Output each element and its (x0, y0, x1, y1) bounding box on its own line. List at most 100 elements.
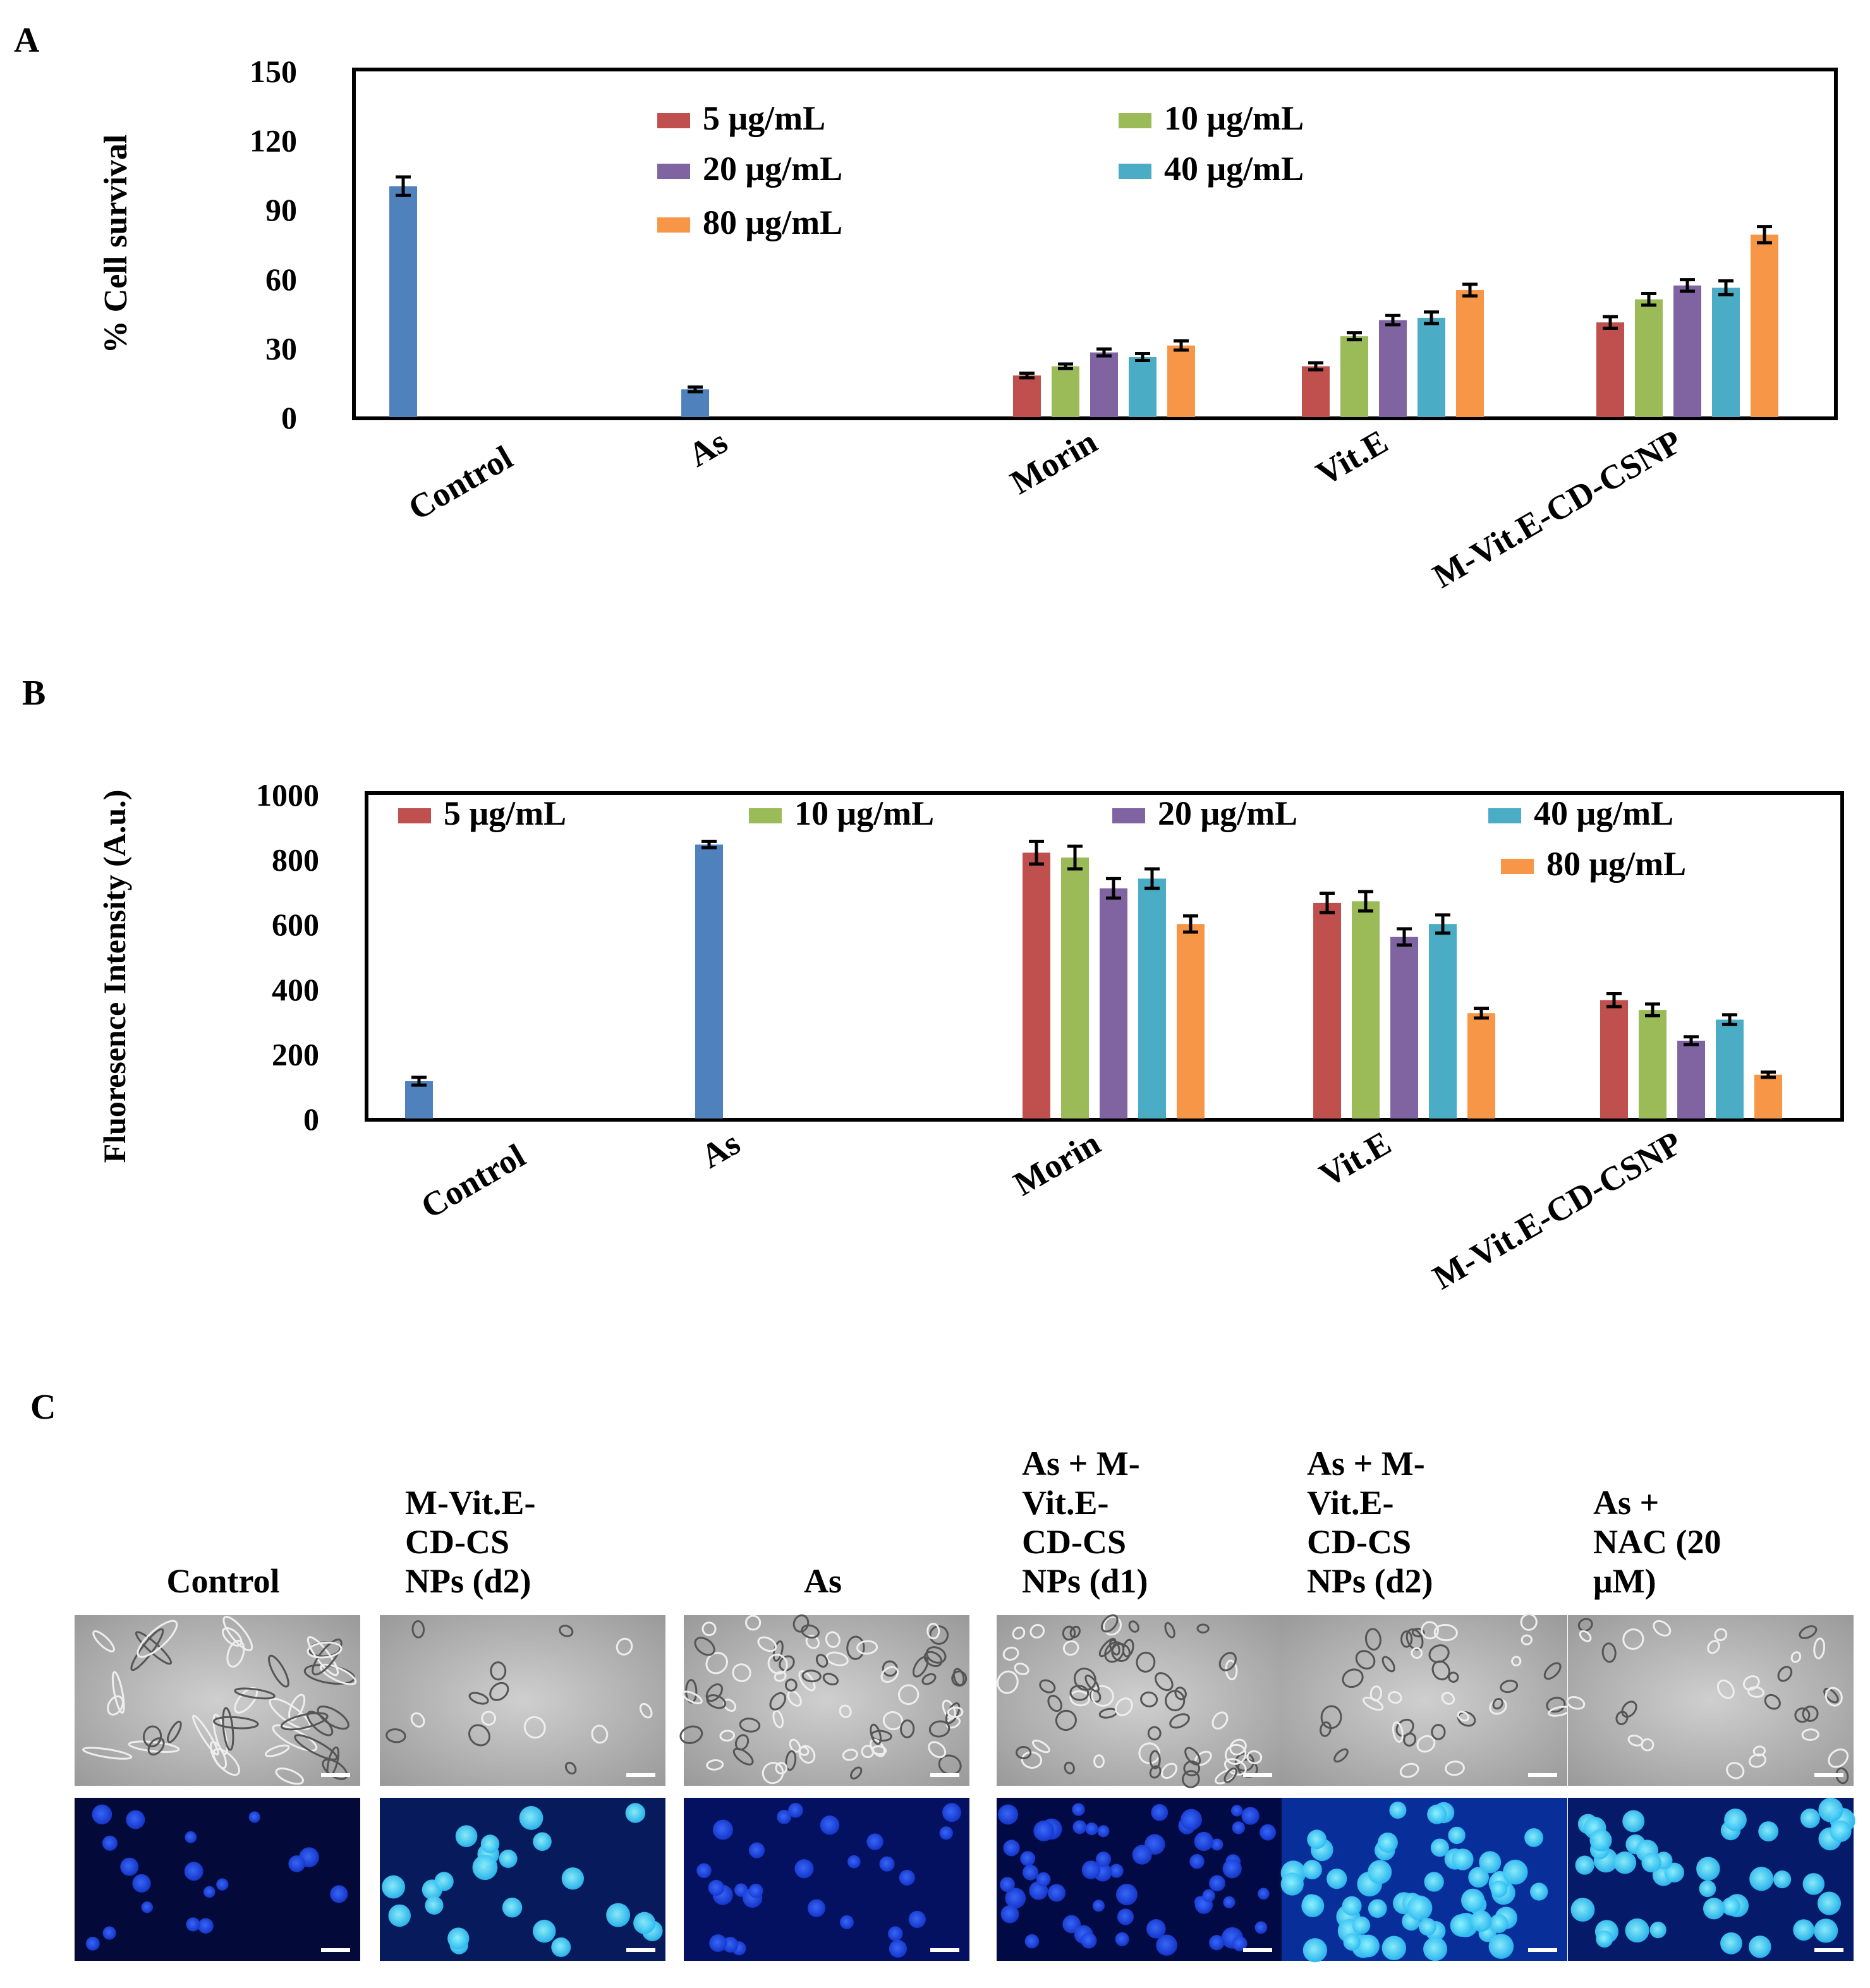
cell-outline (1342, 1668, 1364, 1688)
y-tick-label: 150 (250, 54, 297, 89)
y-tick-label: 1000 (256, 777, 319, 813)
nucleus (1427, 1804, 1447, 1824)
nucleus (788, 1802, 803, 1818)
nucleus (184, 1862, 203, 1881)
nucleus (1260, 1824, 1277, 1841)
cell-outline (268, 1654, 289, 1688)
cell-outline (701, 1621, 717, 1637)
cell-outline (1579, 1630, 1592, 1642)
column-title-line: NPs (d2) (405, 1562, 531, 1600)
column-title-line: CD-CS (1307, 1523, 1411, 1561)
nucleus (85, 1936, 100, 1951)
y-tick-label: 400 (272, 972, 319, 1007)
nucleus (185, 1831, 197, 1843)
cell-outline (1546, 1697, 1566, 1713)
cell-outline (1823, 1687, 1839, 1704)
nucleus (1033, 1821, 1055, 1841)
panel-label-b: B (22, 674, 46, 713)
chart-a: 0 30 60 90 120 150 % Cell survival Control As M… (98, 54, 1838, 595)
nucleus (888, 1926, 903, 1941)
cell-outline (1100, 1614, 1119, 1633)
cell-outline (1211, 1711, 1229, 1730)
cell-outline (767, 1653, 788, 1675)
cell-outline (213, 1716, 259, 1730)
cell-outline (745, 1615, 762, 1631)
cell-outline (1055, 1709, 1077, 1731)
cell-outline (1084, 1675, 1100, 1693)
nucleus (1424, 1872, 1444, 1892)
bar-control (389, 186, 417, 417)
nucleus (102, 1926, 116, 1940)
nucleus (1062, 1915, 1081, 1934)
x-tick-label: As (695, 1124, 746, 1175)
brightfield-bg (1282, 1615, 1567, 1786)
cell-outline (209, 1741, 227, 1769)
bar-m-vit-e-cd-csnp-s2 (1639, 1010, 1667, 1118)
nucleus (1696, 1857, 1720, 1881)
nucleus (1181, 1809, 1202, 1831)
bar-vit-e-s4 (1429, 924, 1457, 1118)
cell-outline (769, 1692, 786, 1711)
chart-a-ylabel: % Cell survival (98, 135, 134, 354)
scale-bar (626, 1948, 655, 1952)
nucleus (1081, 1860, 1101, 1879)
x-tick-label: Control (402, 438, 519, 527)
nucleus (1211, 1838, 1223, 1851)
legend-label: 10 μg/mL (1164, 99, 1304, 137)
legend-label: 80 μg/mL (1546, 845, 1686, 883)
cell-outline (787, 1690, 802, 1707)
nucleus (1241, 1807, 1260, 1825)
nucleus (1793, 1919, 1815, 1941)
cell-outline (1363, 1697, 1384, 1711)
legend-swatch (398, 808, 431, 823)
nucleus (1301, 1894, 1325, 1917)
cell-outline (1355, 1650, 1376, 1670)
nucleus (1479, 1851, 1502, 1874)
cell-outline (719, 1730, 735, 1742)
x-tick-label: M-Vit.E-CD-CSNP (1426, 1124, 1688, 1297)
nucleus (1005, 1888, 1026, 1909)
y-tick-label: 200 (272, 1036, 319, 1072)
nucleus (1570, 1898, 1595, 1922)
nucleus (1589, 1829, 1612, 1852)
nucleus (708, 1879, 725, 1896)
cell-outline (1039, 1679, 1056, 1694)
x-tick-label: As (682, 422, 734, 474)
cell-outline (1492, 1697, 1503, 1710)
cell-outline (706, 1694, 727, 1709)
cell-outline (785, 1750, 797, 1771)
column-title-line: NPs (d2) (1307, 1562, 1433, 1600)
nucleus (748, 1883, 763, 1898)
cell-outline (272, 1724, 318, 1752)
cell-outline (1716, 1679, 1735, 1699)
cell-outline (846, 1635, 865, 1660)
bar-vit-e-s4 (1418, 317, 1445, 417)
bar-control (405, 1081, 433, 1118)
cell-outline (1511, 1656, 1522, 1667)
nucleus (1448, 1826, 1466, 1845)
dapi-bg (75, 1798, 360, 1961)
nucleus (1097, 1825, 1110, 1838)
legend-swatch (1119, 164, 1151, 179)
cell-outline (1431, 1724, 1446, 1740)
bar-morin-s2 (1061, 858, 1089, 1118)
cell-outline (923, 1651, 943, 1668)
nucleus (434, 1872, 454, 1891)
cell-outline (1149, 1750, 1161, 1769)
nucleus (1003, 1840, 1020, 1857)
cell-outline (226, 1639, 245, 1668)
cell-outline (1824, 1687, 1843, 1707)
cell-outline (222, 1707, 234, 1751)
nucleus (908, 1910, 926, 1929)
nucleus (1222, 1859, 1242, 1879)
cell-outline (912, 1656, 929, 1678)
cell-outline (166, 1721, 182, 1743)
cell-outline (1764, 1694, 1781, 1710)
nucleus (561, 1867, 585, 1890)
cell-outline (1448, 1671, 1459, 1683)
panel-c-images (75, 1613, 1855, 1963)
nucleus (1352, 1916, 1371, 1934)
nucleus (1085, 1822, 1098, 1836)
scale-bar (626, 1773, 655, 1777)
nucleus (1470, 1910, 1492, 1932)
